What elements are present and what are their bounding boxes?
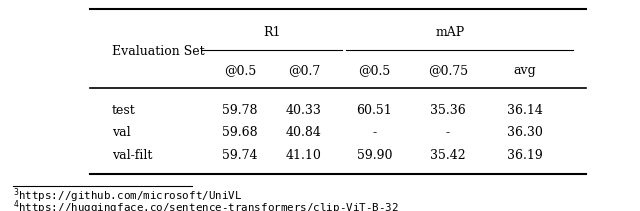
Text: avg: avg: [513, 64, 536, 77]
Text: test: test: [112, 104, 136, 117]
Text: 40.33: 40.33: [286, 104, 322, 117]
Text: 36.14: 36.14: [507, 104, 543, 117]
Text: 41.10: 41.10: [286, 149, 322, 162]
Text: -: -: [372, 126, 376, 139]
Text: 36.30: 36.30: [507, 126, 543, 139]
Text: @0.7: @0.7: [288, 64, 320, 77]
Text: 60.51: 60.51: [356, 104, 392, 117]
Text: mAP: mAP: [435, 26, 465, 39]
Text: 40.84: 40.84: [286, 126, 322, 139]
Text: @0.75: @0.75: [428, 64, 468, 77]
Text: @0.5: @0.5: [358, 64, 390, 77]
Text: 59.78: 59.78: [222, 104, 258, 117]
Text: $^3$https://github.com/microsoft/UniVL: $^3$https://github.com/microsoft/UniVL: [13, 186, 242, 205]
Text: $^4$https://huggingface.co/sentence-transformers/clip-ViT-B-32: $^4$https://huggingface.co/sentence-tran…: [13, 198, 399, 211]
Text: 35.36: 35.36: [430, 104, 466, 117]
Text: 35.42: 35.42: [430, 149, 466, 162]
Text: 59.90: 59.90: [356, 149, 392, 162]
Text: @0.5: @0.5: [224, 64, 256, 77]
Text: 36.19: 36.19: [507, 149, 543, 162]
Text: val-filt: val-filt: [112, 149, 152, 162]
Text: R1: R1: [263, 26, 281, 39]
Text: 59.68: 59.68: [222, 126, 258, 139]
Text: Evaluation Set: Evaluation Set: [112, 45, 205, 58]
Text: -: -: [446, 126, 450, 139]
Text: val: val: [112, 126, 131, 139]
Text: 59.74: 59.74: [222, 149, 258, 162]
